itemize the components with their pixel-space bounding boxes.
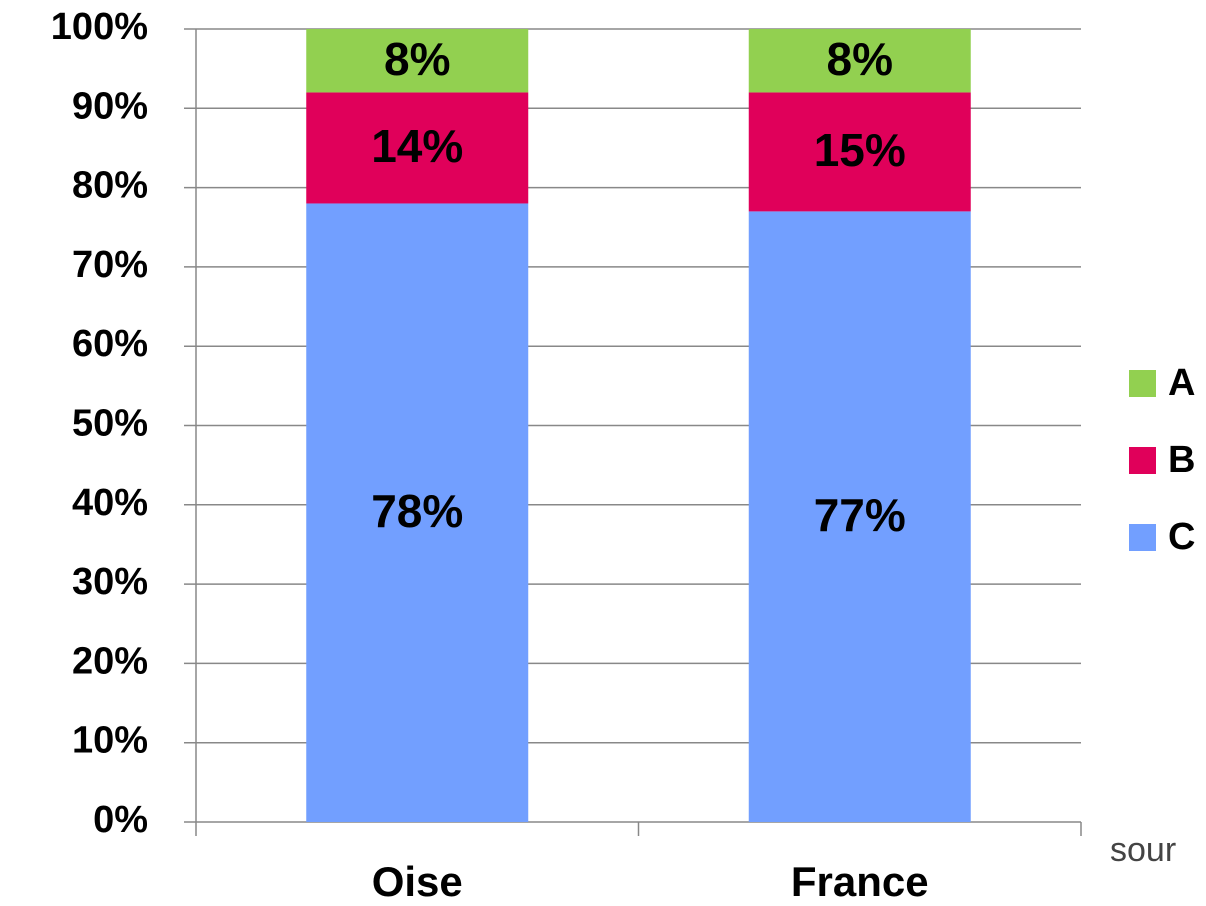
data-label: 8% <box>827 33 893 85</box>
legend-swatch <box>1129 524 1156 551</box>
bar-segment <box>306 92 529 204</box>
y-tick-label: 0% <box>93 799 148 841</box>
y-tick-label: 70% <box>72 244 148 286</box>
y-tick-label: 20% <box>72 640 148 682</box>
bar-segment <box>748 92 971 212</box>
y-tick-label: 90% <box>72 85 148 127</box>
y-tick-label: 100% <box>51 6 148 48</box>
bar-segment <box>748 211 971 822</box>
legend-label: A <box>1168 362 1195 404</box>
data-label: 77% <box>814 489 906 541</box>
y-tick-label: 10% <box>72 720 148 762</box>
legend-label: C <box>1168 516 1195 558</box>
legend-label: B <box>1168 439 1195 481</box>
y-tick-label: 30% <box>72 561 148 603</box>
legend-swatch <box>1129 447 1156 474</box>
x-tick-label: Oise <box>372 858 463 905</box>
bar-segment <box>306 203 529 822</box>
y-tick-label: 80% <box>72 165 148 207</box>
bar-segment <box>306 29 529 93</box>
data-label: 78% <box>371 485 463 537</box>
data-label: 14% <box>371 120 463 172</box>
data-label: 15% <box>814 124 906 176</box>
y-tick-label: 50% <box>72 403 148 445</box>
bar-segment <box>748 29 971 93</box>
source-note: sour <box>1110 831 1176 869</box>
data-label: 8% <box>384 33 450 85</box>
legend-swatch <box>1129 370 1156 397</box>
y-tick-label: 40% <box>72 482 148 524</box>
x-tick-label: France <box>791 858 929 905</box>
y-tick-label: 60% <box>72 323 148 365</box>
